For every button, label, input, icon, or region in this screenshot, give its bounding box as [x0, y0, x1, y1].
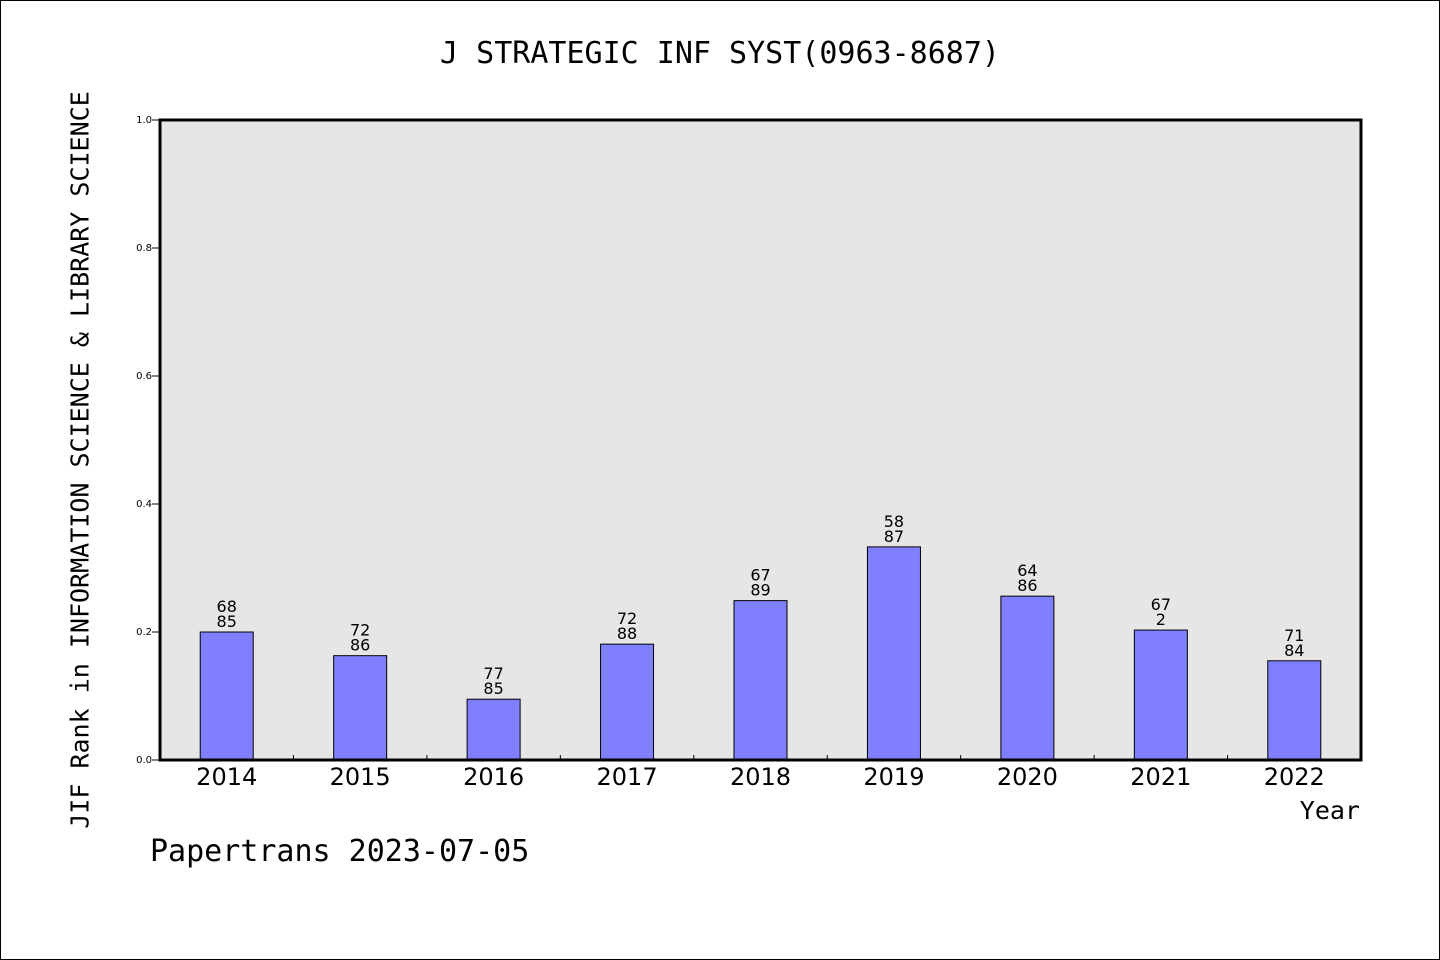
- bar-label-lower: 87: [884, 527, 904, 546]
- y-tick-label: 0.8: [136, 243, 152, 254]
- bar: [466, 698, 521, 761]
- x-tick-label: 2017: [597, 763, 658, 791]
- bar-label-lower: 84: [1284, 641, 1304, 660]
- x-axis-ticks: 2014 2015 2016 2017 2018 2019 2020 2021 2022: [196, 755, 1325, 791]
- bar-label-lower: 86: [1017, 576, 1037, 595]
- bar: [1133, 629, 1188, 761]
- x-tick-label: 2018: [730, 763, 791, 791]
- bar-label-upper: 71: [1284, 626, 1304, 645]
- bar: [866, 546, 921, 761]
- bar-label-upper: 67: [1151, 595, 1171, 614]
- x-tick-label: 2020: [997, 763, 1058, 791]
- credit-text: Papertrans 2023-07-05: [150, 834, 530, 869]
- y-tick-label: 0.0: [136, 755, 152, 766]
- x-tick-label: 2021: [1130, 763, 1191, 791]
- x-tick-label: 2022: [1264, 763, 1325, 791]
- bar-label-upper: 72: [350, 621, 370, 640]
- bars-group: [199, 546, 1322, 761]
- x-tick-label: 2019: [863, 763, 924, 791]
- bar: [199, 631, 254, 761]
- x-tick-label: 2015: [330, 763, 391, 791]
- bar: [333, 655, 388, 761]
- x-tick-label: 2014: [196, 763, 257, 791]
- bar-label-upper: 64: [1017, 561, 1037, 580]
- chart-title: J STRATEGIC INF SYST(0963-8687): [440, 36, 1000, 71]
- bar: [1267, 660, 1322, 761]
- bar-label-lower: 86: [350, 636, 370, 655]
- y-tick-label: 1.0: [136, 115, 152, 126]
- bar-label-lower: 89: [750, 581, 770, 600]
- bar-label-lower: 88: [617, 624, 637, 643]
- plot-border: [158, 118, 1363, 762]
- y-axis-ticks: 0.0 0.2 0.4 0.6 0.8 1.0: [136, 115, 160, 766]
- y-tick-label: 0.2: [136, 627, 152, 638]
- y-tick-label: 0.4: [136, 499, 152, 510]
- x-tick-label: 2016: [463, 763, 524, 791]
- bar: [733, 600, 788, 761]
- bar-label-upper: 72: [617, 609, 637, 628]
- bar-label-upper: 67: [750, 566, 770, 585]
- bar: [1000, 595, 1055, 761]
- bar-label-upper: 58: [884, 512, 904, 531]
- bar-label-lower: 85: [483, 679, 503, 698]
- bar-label-upper: 77: [483, 664, 503, 683]
- x-axis-label: Year: [1299, 796, 1360, 825]
- bar: [600, 643, 655, 761]
- bar-label-lower: 85: [217, 612, 237, 631]
- bar-label-upper: 68: [217, 597, 237, 616]
- bar-label-lower: 2: [1156, 610, 1166, 629]
- y-tick-label: 0.6: [136, 371, 152, 382]
